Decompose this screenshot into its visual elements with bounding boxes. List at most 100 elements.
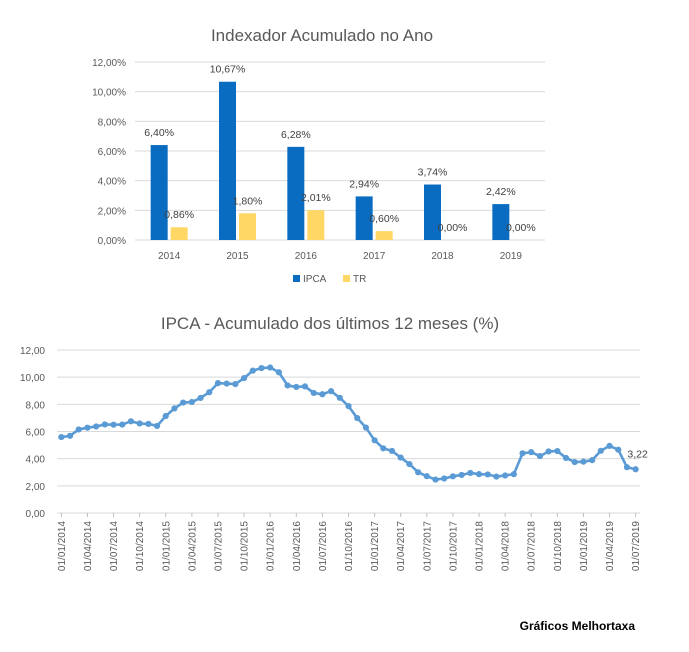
data-point [528,449,535,456]
data-label: 0,00% [438,222,468,234]
x-tick-label: 01/04/2018 [501,521,512,571]
data-point [206,389,213,396]
data-point [380,445,387,452]
x-tick-label: 01/10/2017 [448,521,459,571]
y-tick-label: 10,00 [20,373,45,384]
x-tick-label: 01/01/2015 [161,521,172,571]
bar-tr [239,213,256,240]
bar-ipca [492,204,510,240]
x-tick-label: 01/01/2017 [370,521,381,571]
data-point [232,380,239,388]
data-point [93,423,100,430]
data-point [554,447,561,455]
data-point [510,471,517,478]
data-point [127,418,135,425]
data-point [397,454,404,461]
data-label: 1,80% [233,195,263,207]
bar-ipca [355,196,373,240]
data-label: 0,60% [369,213,399,225]
bar-ipca [219,81,236,240]
data-label: 6,40% [144,127,174,139]
x-tick-label: 01/01/2014 [57,521,68,571]
y-tick-label: 0,00% [98,236,126,247]
y-tick-label: 2,00 [26,482,46,493]
data-point [371,437,378,444]
data-point [571,458,578,466]
data-label: 0,86% [164,209,194,221]
data-point [310,389,317,397]
data-point [171,405,178,412]
data-point [632,466,639,473]
x-tick-label: 01/07/2018 [527,521,538,571]
data-point [502,472,509,479]
data-point [110,421,117,428]
legend-label-tr: TR [353,274,366,285]
x-tick-label: 2017 [363,251,386,262]
y-tick-label: 8,00% [98,117,126,128]
x-tick-label: 01/01/2016 [266,521,277,571]
data-label-last: 3,22 [627,448,648,460]
bar-tr [375,231,393,240]
data-point [432,476,439,483]
data-point [145,420,152,427]
data-label: 10,67% [210,64,246,76]
bar-tr [307,210,325,240]
data-label: 2,01% [301,192,331,204]
data-point [101,421,108,428]
data-label: 2,94% [349,178,379,190]
x-tick-label: 01/04/2016 [292,521,303,571]
data-point [536,452,544,460]
bar-ipca [287,146,305,240]
data-point [362,424,370,431]
data-point [562,454,570,462]
data-point [406,461,413,468]
data-label: 6,28% [281,129,311,141]
data-point [214,380,222,387]
data-point [475,471,483,478]
bar-ipca [150,145,168,240]
chart-title: IPCA - Acumulado dos últimos 12 meses (%… [161,314,499,333]
x-tick-label: 01/10/2016 [344,521,355,571]
y-tick-label: 8,00 [26,400,46,411]
data-point [345,402,352,410]
x-tick-label: 2015 [226,251,249,262]
data-point [66,432,74,439]
data-point [545,448,552,455]
data-point [223,380,230,387]
x-tick-label: 01/01/2019 [579,521,590,571]
data-point [301,383,309,390]
x-tick-label: 01/04/2017 [396,521,407,571]
data-point [580,458,587,465]
data-point [327,388,335,395]
data-point [493,473,500,480]
data-point [240,375,248,382]
data-point [615,446,622,453]
line-chart-ipca-12m: IPCA - Acumulado dos últimos 12 meses (%… [20,314,648,571]
x-tick-label: 01/10/2015 [240,521,251,571]
y-tick-label: 6,00 [26,428,46,439]
data-label: 0,00% [506,222,536,234]
data-point [153,422,161,430]
data-point [275,369,282,376]
data-label: 3,74% [418,167,448,179]
y-tick-label: 12,00% [92,58,126,69]
x-tick-label: 2016 [295,251,318,262]
legend-swatch-ipca [293,275,300,282]
data-point [267,364,274,371]
data-point [441,475,448,482]
data-point [188,398,195,406]
bar-chart-indexador: Indexador Acumulado no Ano 0,00% 2,00% 4,00… [92,26,545,285]
data-point [197,394,204,402]
data-point [458,471,465,479]
data-point [597,447,604,454]
x-tick-label: 01/04/2019 [605,521,616,571]
data-point [249,367,256,374]
y-tick-label: 0,00 [26,509,46,520]
x-tick-label: 01/10/2014 [135,521,146,571]
data-point [589,457,596,464]
bar-ipca [424,184,441,240]
x-tick-label: 2014 [158,251,181,262]
y-tick-label: 4,00% [98,177,126,188]
data-point [75,426,82,433]
data-point [354,414,361,422]
